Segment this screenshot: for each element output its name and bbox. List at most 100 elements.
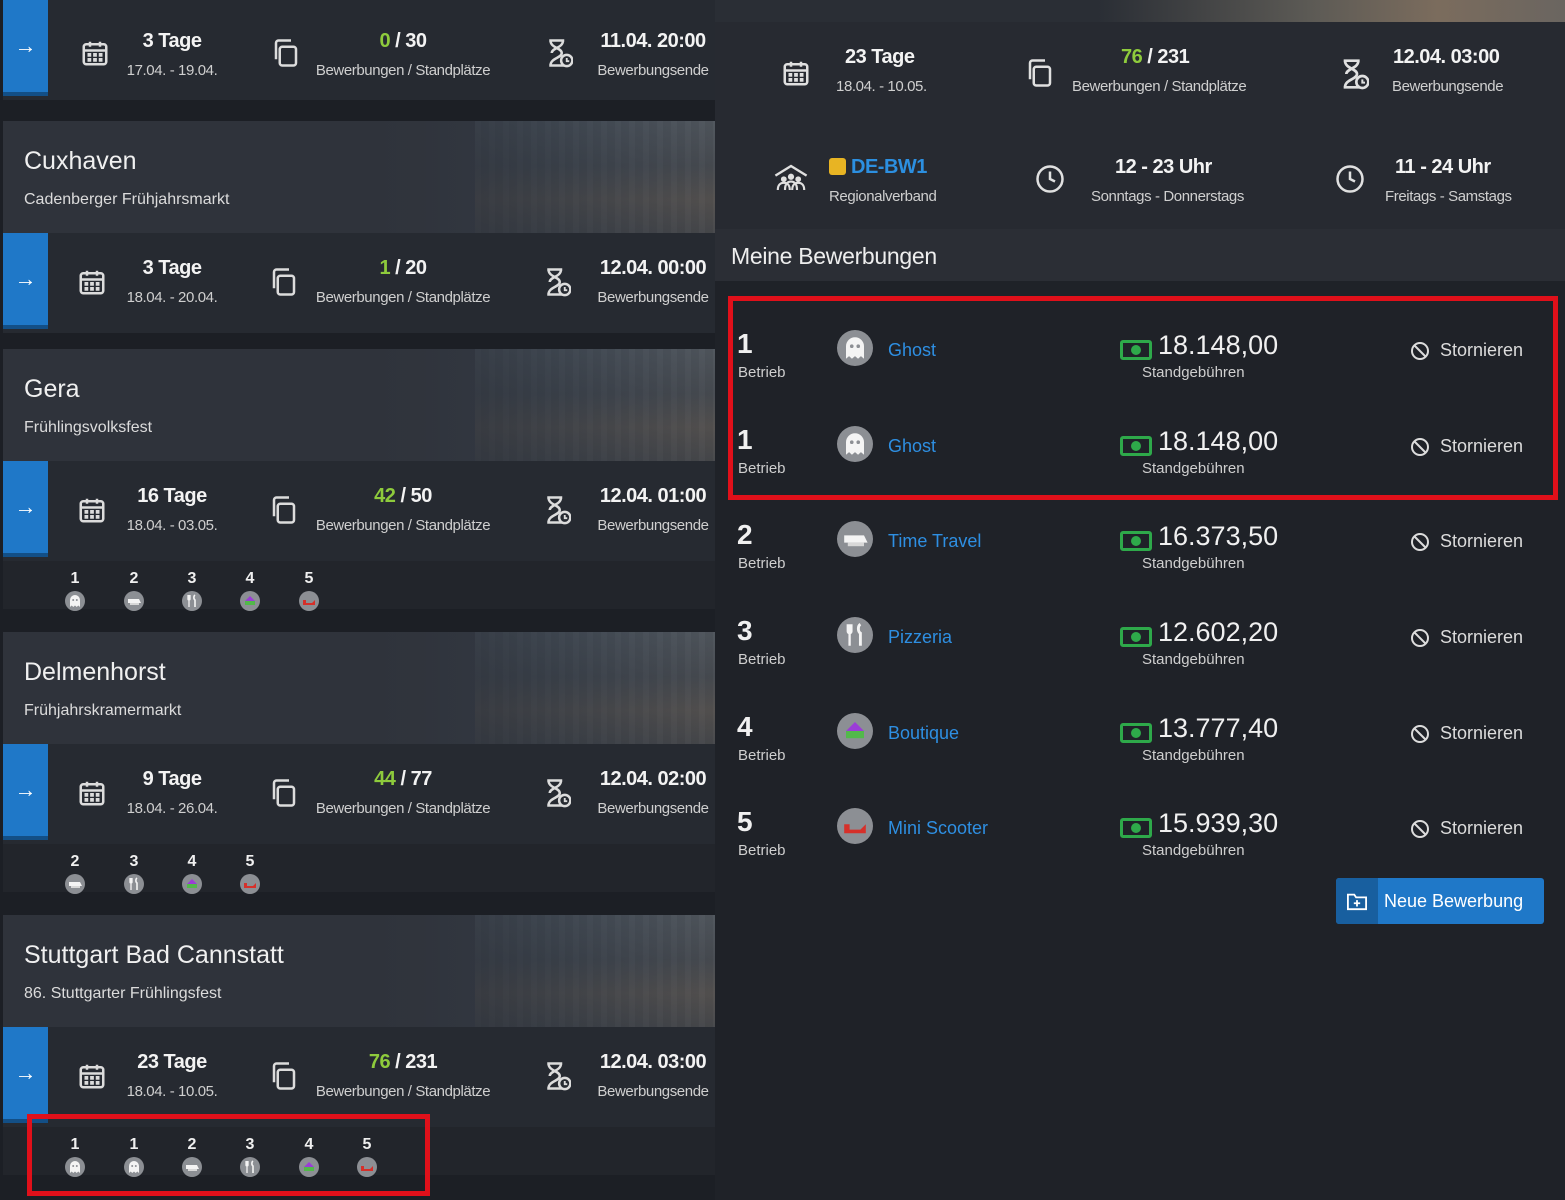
chip-rank: 3 [129,853,139,870]
application-rank: 4 [737,711,753,742]
chip-item[interactable]: 2 [172,1136,212,1177]
copy-icon [1028,59,1052,87]
info-dates: 18.04. - 10.05. [836,78,927,95]
deadline: 12.04. 03:00 [599,1051,707,1073]
application-rank: 5 [737,806,753,837]
applications-count: 76 / 231 [368,1051,438,1073]
cancel-application-button[interactable]: Stornieren [1410,723,1523,744]
chip-item[interactable]: 1 [114,1136,154,1177]
application-row: 3 Betrieb Pizzeria 12.602,20 Standgebühr… [715,587,1565,683]
date-range: 17.04. - 19.04. [126,62,218,79]
ban-icon [1411,724,1429,743]
arrow-right-icon: → [14,494,37,519]
deadline-label: Bewerbungsende [597,800,709,817]
arrow-right-icon: → [14,266,37,291]
fork-knife-icon [230,1157,270,1177]
info-applied: 76 / 231 [1121,46,1190,68]
chip-item[interactable]: 4 [289,1136,329,1177]
money-icon [1120,340,1152,360]
applications-count: 42 / 50 [374,485,432,507]
chip-item[interactable]: 2 [55,853,95,894]
applications-label: Bewerbungen / Standplätze [315,1083,491,1100]
new-application-button[interactable]: Neue Bewerbung [1336,878,1544,924]
arrow-right-icon: → [14,1060,37,1085]
market-banner[interactable]: Cuxhaven Cadenberger Frühjahrsmarkt [3,121,715,233]
market-banner[interactable]: Delmenhorst Frühjahrskramermarkt [3,632,715,744]
chip-item[interactable]: 5 [289,570,329,611]
business-name-link[interactable]: Ghost [888,436,937,456]
chip-rank: 3 [245,1136,255,1153]
chip-item[interactable]: 3 [114,853,154,894]
fee-label: Standgebühren [1142,364,1245,381]
duration: 23 Tage [137,1051,207,1073]
deadline-label: Bewerbungsende [597,289,709,306]
chip-item[interactable]: 3 [230,1136,270,1177]
arrow-right-icon: → [14,33,37,58]
open-market-button[interactable]: → [3,461,48,557]
cancel-application-button[interactable]: Stornieren [1410,627,1523,648]
chip-item[interactable]: 5 [347,1136,387,1177]
calendar-icon [77,1061,107,1091]
duration: 3 Tage [142,257,202,279]
cancel-application-button[interactable]: Stornieren [1410,436,1523,457]
calendar-icon [77,495,107,525]
money-icon [1120,627,1152,647]
market-card: → 23 Tage 18.04. - 10.05. 76 / 231 Bewer… [3,1027,715,1127]
applications-count: 44 / 77 [374,768,432,790]
market-banner[interactable]: Stuttgart Bad Cannstatt 86. Stuttgarter … [3,915,715,1027]
fee-amount: 15.939,30 [1158,808,1279,838]
chip-item[interactable]: 4 [230,570,270,611]
open-market-button[interactable]: → [3,0,48,96]
application-row: 5 Betrieb Mini Scooter 15.939,30 Standge… [715,778,1565,874]
date-range: 18.04. - 03.05. [126,517,218,534]
money-icon [1120,531,1152,551]
open-market-button[interactable]: → [3,1027,48,1123]
chip-item[interactable]: 1 [55,570,95,611]
cancel-application-button[interactable]: Stornieren [1410,818,1523,839]
market-city: Stuttgart Bad Cannstatt [24,941,284,969]
copy-icon [269,778,299,808]
business-name-link[interactable]: Pizzeria [888,627,953,647]
business-name-link[interactable]: Mini Scooter [888,818,989,838]
hours-weekdays-label: Sonntags - Donnerstags [1091,188,1244,205]
business-name-link[interactable]: Time Travel [888,531,982,551]
chip-item[interactable]: 2 [114,570,154,611]
chip-item[interactable]: 4 [172,853,212,894]
rank-label: Betrieb [738,555,786,572]
hours-weekend-label: Freitags - Samstags [1385,188,1512,205]
application-chips: 1 2 3 4 5 [3,561,715,611]
chip-item[interactable]: 5 [230,853,270,894]
deadline: 12.04. 01:00 [599,485,707,507]
mini-scooter-icon [289,591,329,611]
open-market-button[interactable]: → [3,233,48,329]
chip-item[interactable]: 3 [172,570,212,611]
copy-icon [269,495,299,525]
duration: 9 Tage [142,768,202,790]
chip-item[interactable]: 1 [55,1136,95,1177]
business-name-link[interactable]: Boutique [888,723,960,743]
cancel-application-button[interactable]: Stornieren [1410,340,1523,361]
fork-knife-icon [837,617,873,653]
fee-label: Standgebühren [1142,460,1245,477]
hourglass-icon [541,267,572,297]
chip-rank: 1 [70,570,80,587]
market-banner[interactable]: Gera Frühlingsvolksfest [3,349,715,461]
chip-rank: 5 [362,1136,372,1153]
application-row: 1 Betrieb Ghost 18.148,00 Standgebühren … [715,300,1565,396]
business-name-link[interactable]: Ghost [888,340,937,360]
calendar-icon [77,267,107,297]
info-region-value[interactable]: DE-BW1 [829,156,927,179]
chip-rank: 4 [245,570,255,587]
deadline: 11.04. 20:00 [600,30,706,52]
chip-rank: 4 [304,1136,314,1153]
hours-weekend: 11 - 24 Uhr [1395,156,1491,178]
ban-icon [1411,819,1429,838]
chip-rank: 1 [70,1136,80,1153]
application-rank: 1 [737,424,753,455]
open-market-button[interactable]: → [3,744,48,840]
money-icon [1120,436,1152,456]
hourglass-icon [549,39,573,68]
cancel-application-button[interactable]: Stornieren [1410,531,1523,552]
boutique-icon [837,713,873,749]
ban-icon [1411,628,1429,647]
